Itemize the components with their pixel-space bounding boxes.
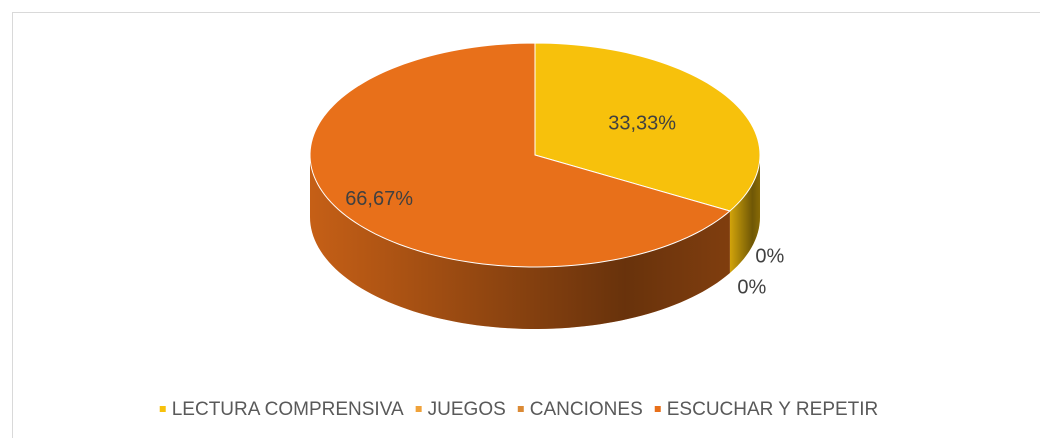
data-label: 0% (755, 245, 784, 267)
legend-label: LECTURA COMPRENSIVA (172, 399, 404, 420)
pie-slice (534, 42, 761, 212)
legend-swatch (654, 406, 661, 412)
data-label: 33,33% (608, 112, 676, 134)
pie-slice (309, 42, 731, 268)
legend-label: JUEGOS (428, 399, 506, 420)
legend-swatch (517, 406, 524, 412)
legend-label: ESCUCHAR Y REPETIR (667, 399, 879, 420)
legend-label: CANCIONES (530, 399, 643, 420)
legend-swatch (415, 406, 422, 412)
pie-side-shade (310, 155, 730, 329)
legend-swatch (159, 406, 166, 412)
data-label: 0% (737, 276, 766, 298)
data-label: 66,67% (345, 188, 413, 210)
